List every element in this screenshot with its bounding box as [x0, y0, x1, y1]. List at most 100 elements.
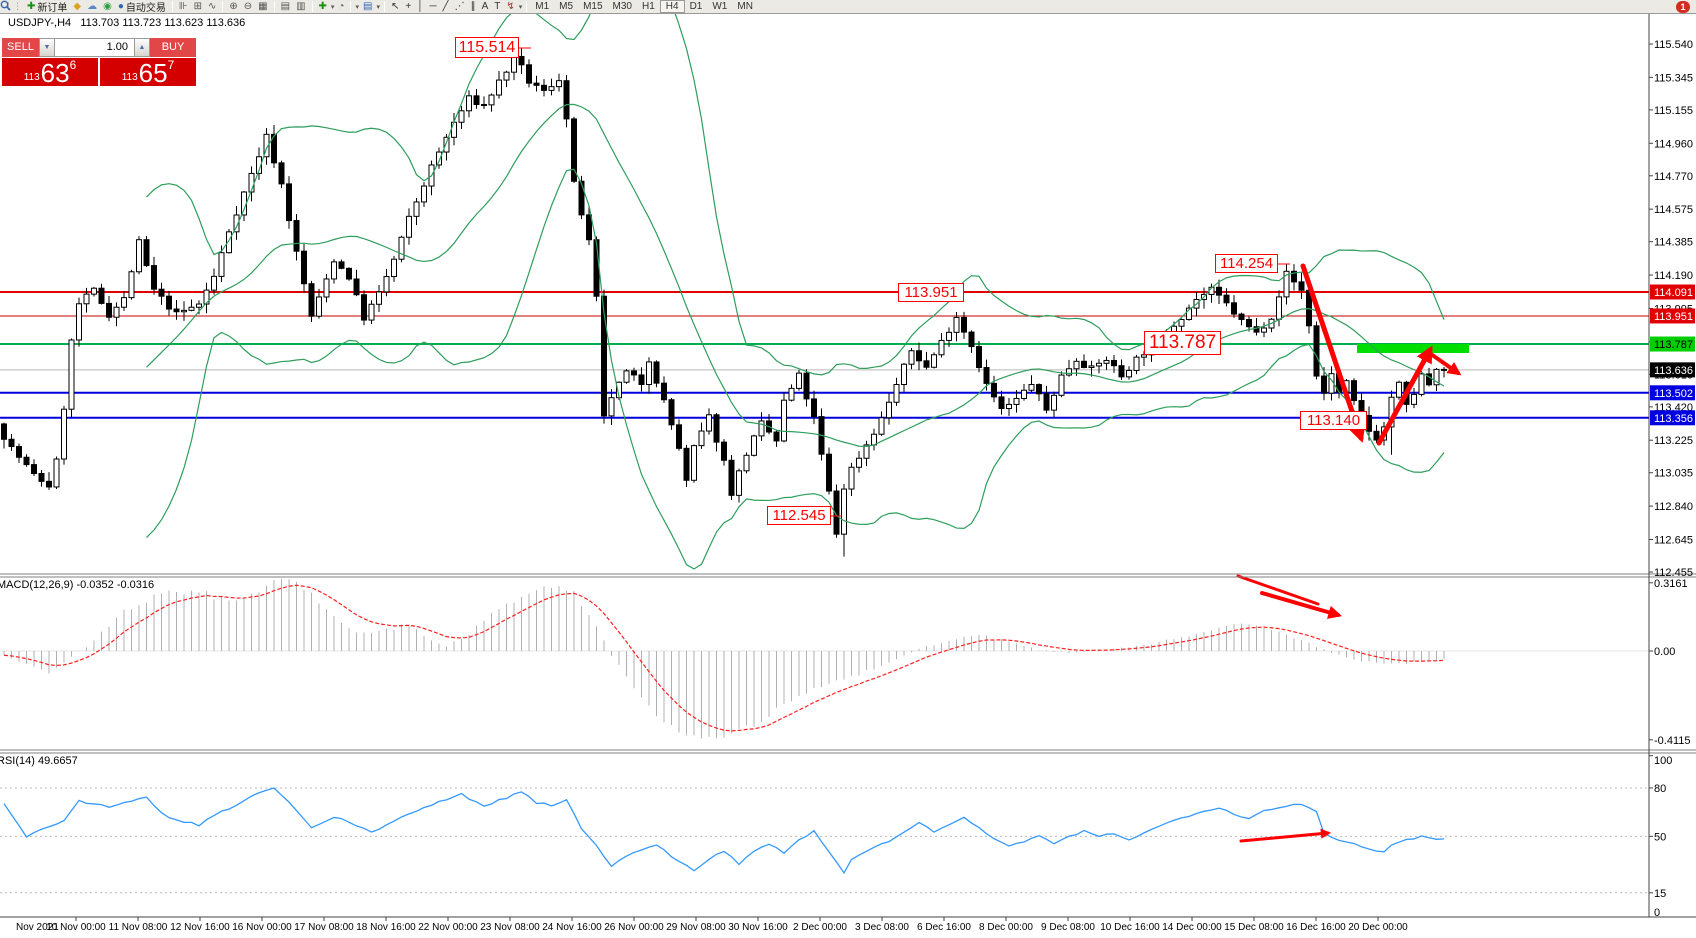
text-button[interactable]: A	[479, 0, 492, 13]
timeframe-button-m1[interactable]: M1	[535, 1, 550, 12]
price-annotation-112.545[interactable]: 112.545	[767, 506, 831, 525]
crosshair-button[interactable]: +	[402, 0, 414, 13]
sell-button[interactable]: SELL	[2, 38, 39, 57]
price-badge-113.951	[1650, 308, 1695, 324]
cursor-button[interactable]: ↖	[388, 0, 402, 13]
sell-price-quote[interactable]: 113 63 6	[2, 58, 98, 86]
rsi-scale-label: 0	[1654, 907, 1660, 919]
price-axis[interactable]	[1650, 14, 1696, 917]
price-annotation-115.514[interactable]: 115.514	[455, 37, 519, 58]
hline-icon: ─	[429, 1, 437, 12]
time-axis-label: 15 Dec 08:00	[1224, 922, 1284, 933]
signal-button[interactable]: ◉	[100, 0, 115, 13]
indicators-list-button[interactable]: ▤	[360, 0, 375, 13]
dropdown-arrow-icon[interactable]: ▾	[376, 3, 380, 11]
time-axis-label: 10 Dec 16:00	[1100, 922, 1160, 933]
add-indicator-button[interactable]: ✚	[316, 0, 330, 13]
gold-button[interactable]: ◆	[70, 0, 84, 13]
dropdown-arrow-icon[interactable]: ▾	[330, 3, 335, 11]
trendline-button[interactable]: ╱	[440, 0, 452, 13]
time-axis-label: 16 Nov 00:00	[232, 922, 292, 933]
fibonacci-icon: ⋰	[454, 1, 465, 12]
macd-scale-label: -0.4115	[1654, 735, 1691, 747]
price-badge-113.787	[1650, 336, 1695, 352]
chart-bars-button[interactable]: ⊪	[176, 0, 191, 13]
time-axis-label: 24 Nov 16:00	[542, 922, 602, 933]
new-order-button-label: 新订单	[37, 3, 68, 14]
price-badge-label: 113.636	[1654, 365, 1693, 377]
macd-panel	[0, 579, 1649, 739]
rsi-scale-label: 50	[1654, 831, 1666, 843]
new-order-button[interactable]: ✚ 新订单	[24, 0, 70, 14]
tile-windows-button[interactable]: ▦	[255, 0, 270, 13]
data-window-button[interactable]: ▥	[293, 0, 308, 13]
price-annotation-113.951[interactable]: 113.951	[898, 283, 964, 302]
macd-indicator-label: MACD(12,26,9) -0.0352 -0.0316	[0, 579, 155, 591]
drawn-arrow-6	[1239, 828, 1332, 843]
toolbar-separator	[350, 1, 352, 12]
buy-price-quote[interactable]: 113 65 7	[100, 58, 196, 86]
rsi-panel	[0, 787, 1649, 894]
price-badge-label: 113.502	[1654, 388, 1693, 400]
zoom-out-button[interactable]: ⊖	[241, 0, 255, 13]
sell-price-big: 63	[40, 58, 70, 88]
sell-price-prefix: 113	[23, 72, 40, 83]
toolbar-separator	[383, 1, 385, 12]
zoom-in-button[interactable]: ⊕	[226, 0, 240, 13]
price-annotation-113.787[interactable]: 113.787	[1144, 331, 1221, 355]
timeframe-button-m5[interactable]: M5	[559, 1, 574, 12]
time-axis-label: 9 Dec 08:00	[1041, 922, 1095, 933]
price-tick-label: 113.035	[1654, 468, 1693, 480]
tile-windows-icon: ▦	[258, 1, 268, 12]
price-annotation-114.254[interactable]: 114.254	[1215, 254, 1278, 273]
macd-signal-line	[3, 584, 1445, 732]
main-chart-panel	[0, 14, 1649, 570]
volume-decrease-button[interactable]: ▼	[39, 38, 55, 57]
arrows-button[interactable]: ↯	[503, 0, 517, 13]
volume-input[interactable]: 1.00	[55, 38, 134, 57]
price-badge-113.356	[1650, 410, 1695, 426]
timeframe-button-m15[interactable]: M15	[583, 1, 603, 12]
buy-price-prefix: 113	[121, 72, 138, 83]
time-axis-label: 22 Nov 00:00	[418, 922, 478, 933]
rsi-indicator-label: RSI(14) 49.6657	[0, 755, 78, 767]
hline-button[interactable]: ─	[426, 0, 439, 13]
timeframe-button-w1[interactable]: W1	[712, 1, 728, 12]
time-axis-label: 18 Nov 16:00	[356, 922, 416, 933]
buy-button[interactable]: BUY	[150, 38, 196, 57]
zoom-out-icon: ⊖	[243, 1, 253, 12]
timeframe-button-h1[interactable]: H1	[641, 1, 655, 12]
timeframe-button-m30[interactable]: M30	[612, 1, 632, 12]
vline-button[interactable]: │	[414, 0, 426, 13]
time-axis-label: 17 Nov 08:00	[294, 922, 354, 933]
price-badge-label: 113.787	[1654, 339, 1693, 351]
auto-trading-button[interactable]: ● 自动交易	[115, 0, 169, 14]
clock-button[interactable]: ◔	[335, 0, 347, 13]
macd-scale-label: 0.00	[1654, 646, 1675, 658]
volume-increase-button[interactable]: ▲	[134, 38, 150, 57]
time-axis-label: 29 Nov 08:00	[666, 922, 726, 933]
search-icon[interactable]	[0, 0, 1672, 13]
toolbar-separator	[273, 1, 275, 12]
chart-candles-button[interactable]: ⊞	[191, 0, 205, 13]
timeframe-button-mn[interactable]: MN	[737, 1, 753, 12]
timeframe-button-d1[interactable]: D1	[689, 1, 703, 12]
text-label-button[interactable]: T	[491, 0, 503, 13]
navigator-button[interactable]: ▤	[278, 0, 293, 13]
fibonacci-button[interactable]: ⋰	[452, 0, 468, 13]
channel-button[interactable]: ∥	[468, 0, 479, 13]
cloud-button[interactable]: ☁	[84, 0, 100, 13]
time-axis-label: 20 Dec 00:00	[1348, 922, 1408, 933]
time-axis[interactable]	[0, 918, 1649, 934]
timeframe-button-h4[interactable]: H4	[659, 0, 685, 13]
rsi-line	[3, 787, 1445, 875]
price-annotation-113.140[interactable]: 113.140	[1300, 411, 1367, 430]
dropdown-arrow-icon[interactable]: ▾	[355, 3, 359, 11]
community-notification-badge[interactable]: 1	[1676, 0, 1690, 13]
chart-line-button[interactable]: ∿	[205, 0, 219, 13]
time-axis-label: 30 Nov 16:00	[728, 922, 788, 933]
price-badge-113.636	[1650, 362, 1695, 378]
dropdown-arrow-icon[interactable]: ▾	[518, 3, 523, 11]
price-tick-label: 115.540	[1654, 39, 1693, 51]
